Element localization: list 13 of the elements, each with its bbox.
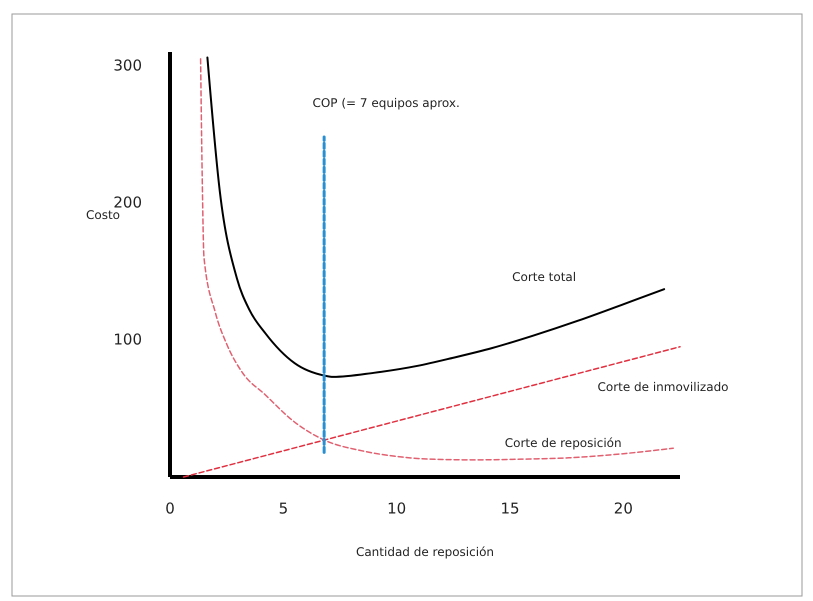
- x-axis-title: Cantidad de reposición: [356, 545, 494, 559]
- series-label: Corte de reposición: [504, 436, 622, 450]
- x-tick-label: 15: [500, 500, 520, 518]
- x-tick-label: 10: [387, 500, 406, 518]
- y-tick-label: 100: [113, 330, 142, 349]
- x-tick-label: 5: [278, 500, 288, 518]
- x-tick-label: 0: [165, 500, 175, 518]
- line-series: [206, 56, 666, 378]
- x-tick-label: 20: [614, 500, 633, 518]
- series-label: Corte de inmovilizado: [597, 380, 729, 394]
- text: COP (= 7 equipos aprox.: [312, 96, 460, 110]
- text: Corte total: [512, 270, 576, 284]
- y-tick-label: 300: [113, 56, 142, 75]
